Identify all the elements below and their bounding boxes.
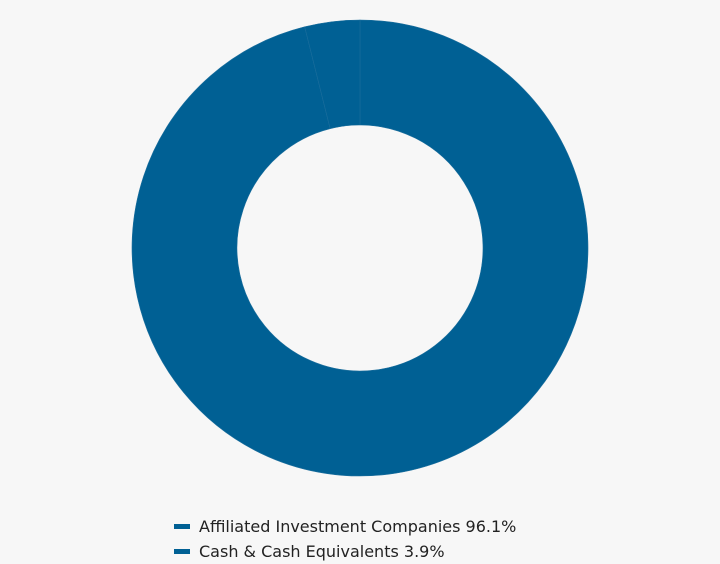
legend-marker bbox=[174, 549, 190, 554]
slice bbox=[131, 19, 589, 477]
legend-label: Cash & Cash Equivalents 3.9% bbox=[199, 542, 445, 561]
legend-value: 96.1% bbox=[466, 517, 517, 536]
legend-label: Affiliated Investment Companies 96.1% bbox=[199, 517, 516, 536]
legend-name: Cash & Cash Equivalents bbox=[199, 542, 399, 561]
legend-value: 3.9% bbox=[404, 542, 445, 561]
slice bbox=[304, 19, 361, 130]
legend-name: Affiliated Investment Companies bbox=[199, 517, 460, 536]
legend-marker bbox=[174, 524, 190, 529]
